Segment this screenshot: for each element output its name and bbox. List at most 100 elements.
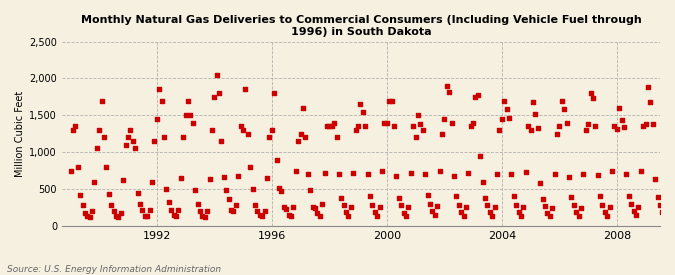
Point: [300, 135, 310, 140]
Point: [369, 210, 380, 214]
Point: [583, 122, 593, 126]
Point: [358, 109, 369, 114]
Point: [628, 209, 639, 213]
Point: [180, 113, 191, 117]
Point: [202, 209, 213, 213]
Point: [281, 207, 292, 211]
Point: [638, 123, 649, 128]
Point: [211, 73, 222, 77]
Point: [662, 206, 672, 210]
Point: [659, 214, 670, 219]
Point: [159, 135, 169, 140]
Point: [477, 180, 488, 184]
Point: [630, 213, 641, 217]
Point: [485, 210, 495, 214]
Point: [103, 192, 114, 196]
Point: [360, 124, 371, 128]
Point: [647, 122, 658, 126]
Point: [106, 202, 117, 207]
Y-axis label: Million Cubic Feet: Million Cubic Feet: [15, 90, 25, 177]
Point: [576, 206, 587, 210]
Point: [341, 210, 352, 214]
Point: [412, 113, 423, 117]
Point: [602, 213, 613, 218]
Point: [171, 214, 182, 219]
Point: [70, 124, 81, 128]
Point: [491, 171, 502, 176]
Point: [374, 205, 385, 209]
Point: [362, 172, 373, 177]
Point: [134, 202, 145, 206]
Point: [470, 95, 481, 99]
Point: [568, 203, 579, 207]
Point: [511, 202, 522, 207]
Point: [86, 209, 97, 213]
Point: [590, 124, 601, 128]
Point: [230, 203, 241, 207]
Point: [333, 172, 344, 177]
Point: [377, 168, 387, 173]
Point: [612, 126, 622, 131]
Point: [551, 131, 562, 136]
Point: [437, 131, 448, 136]
Point: [315, 213, 325, 218]
Point: [156, 98, 167, 103]
Point: [657, 210, 668, 214]
Point: [559, 107, 570, 112]
Point: [82, 214, 92, 219]
Point: [331, 135, 342, 140]
Point: [410, 135, 421, 140]
Point: [140, 213, 151, 218]
Point: [619, 125, 630, 129]
Point: [182, 98, 193, 103]
Point: [123, 135, 134, 140]
Point: [504, 116, 514, 120]
Point: [137, 208, 148, 213]
Point: [472, 92, 483, 97]
Point: [621, 172, 632, 177]
Point: [317, 202, 327, 206]
Point: [494, 128, 505, 132]
Point: [142, 214, 153, 219]
Point: [597, 202, 608, 207]
Point: [367, 202, 378, 207]
Point: [400, 213, 411, 218]
Point: [422, 193, 433, 197]
Point: [607, 169, 618, 174]
Point: [80, 210, 90, 215]
Point: [204, 177, 215, 181]
Point: [518, 205, 529, 209]
Point: [609, 124, 620, 128]
Point: [221, 188, 232, 193]
Point: [219, 175, 230, 179]
Point: [101, 165, 112, 169]
Point: [645, 100, 656, 104]
Point: [346, 205, 356, 210]
Point: [391, 174, 402, 178]
Point: [97, 98, 107, 103]
Point: [475, 154, 486, 158]
Point: [65, 168, 76, 173]
Point: [338, 203, 349, 207]
Point: [92, 146, 103, 151]
Point: [149, 139, 160, 143]
Point: [564, 175, 574, 179]
Point: [573, 214, 584, 219]
Point: [125, 128, 136, 132]
Point: [487, 214, 497, 219]
Point: [432, 204, 443, 208]
Point: [502, 107, 512, 112]
Point: [635, 169, 646, 174]
Point: [566, 195, 576, 199]
Point: [533, 126, 543, 130]
Point: [173, 207, 184, 212]
Point: [578, 171, 589, 176]
Point: [245, 165, 256, 169]
Title: Monthly Natural Gas Deliveries to Commercial Consumers (Including Vehicle Fuel t: Monthly Natural Gas Deliveries to Commer…: [80, 15, 641, 37]
Point: [381, 120, 392, 125]
Point: [496, 117, 507, 121]
Point: [398, 210, 409, 215]
Point: [267, 128, 277, 132]
Point: [233, 174, 244, 178]
Point: [113, 215, 124, 219]
